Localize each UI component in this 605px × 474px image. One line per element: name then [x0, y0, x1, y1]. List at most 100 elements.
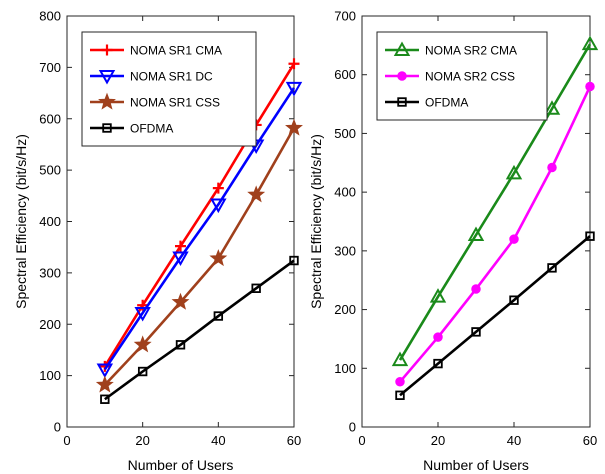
chart-panel-2: 0 100 200 300 400 500 600 700 0 20 40 60 Number of U…	[308, 9, 599, 473]
legend-entry-ofdma: OFDMA	[385, 96, 468, 110]
series-line	[104, 259, 295, 401]
legend-entry-noma-sr1-css: NOMA SR1 CSS	[90, 92, 220, 110]
legend-label: OFDMA	[130, 122, 173, 136]
data-point	[285, 118, 303, 136]
y-axis-label: Spectral Efficiency (bit/s/Hz)	[13, 134, 29, 309]
data-point	[547, 162, 557, 173]
data-point	[395, 390, 405, 400]
legend-label: NOMA SR2 CMA	[425, 44, 517, 58]
series-line	[398, 43, 592, 361]
data-point	[175, 240, 186, 252]
series-line	[103, 127, 296, 386]
x-tick-label: 40	[211, 433, 225, 448]
data-point	[251, 283, 261, 293]
legend-label: NOMA SR2 CSS	[425, 70, 515, 84]
x-tick-label: 60	[287, 433, 301, 448]
x-tick-label: 20	[135, 433, 149, 448]
data-point	[171, 292, 190, 310]
y-tick-label: 400	[39, 214, 61, 229]
data-point	[509, 295, 519, 305]
legend-swatch-marker	[102, 123, 112, 133]
series-line	[399, 235, 591, 397]
series-line	[103, 63, 296, 368]
data-point	[100, 394, 110, 404]
data-point	[133, 335, 152, 353]
data-point	[247, 185, 266, 203]
data-point	[289, 255, 299, 266]
data-point	[172, 251, 189, 266]
data-point	[209, 249, 228, 267]
legend-swatch-marker	[98, 70, 116, 85]
y-tick-label: 200	[334, 302, 356, 317]
y-tick-label: 500	[39, 163, 61, 178]
y-tick-label: 800	[39, 9, 61, 24]
series-ofdma	[100, 255, 299, 404]
data-point	[543, 100, 561, 115]
data-point	[99, 360, 111, 372]
legend-entry-noma-sr1-cma: NOMA SR1 CMA	[90, 44, 222, 58]
legend-entry-ofdma: OFDMA	[90, 122, 173, 136]
y-tick-label: 400	[334, 185, 356, 200]
legend-entry-noma-sr2-css: NOMA SR2 CSS	[385, 70, 515, 84]
data-point	[213, 311, 224, 321]
y-tick-label: 0	[54, 420, 61, 435]
data-point	[467, 226, 485, 242]
y-tick-label: 700	[334, 9, 356, 24]
series-noma-sr1-css	[95, 118, 303, 393]
y-tick-label: 600	[334, 67, 356, 82]
x-tick-label: 0	[63, 433, 70, 448]
data-point	[288, 58, 300, 70]
data-point	[433, 332, 443, 342]
y-tick-label: 500	[334, 126, 356, 141]
x-tick-label: 60	[583, 433, 597, 448]
data-point	[210, 198, 227, 214]
legend-label: NOMA SR1 CMA	[130, 44, 222, 58]
y-tick-label: 300	[334, 243, 356, 258]
data-point	[137, 366, 148, 377]
series-line	[399, 85, 592, 383]
legend-swatch-marker	[393, 41, 411, 56]
data-point	[471, 284, 481, 294]
x-tick-label: 20	[431, 433, 445, 448]
legend-swatch-marker	[101, 44, 113, 56]
series-noma-sr2-css	[395, 81, 595, 387]
legend: NOMA SR2 CMA NOMA SR2 CSS OFDMA	[376, 31, 548, 121]
legend-entry-noma-sr2-cma: NOMA SR2 CMA	[385, 41, 517, 58]
y-tick-label: 0	[349, 420, 356, 435]
data-point	[547, 263, 557, 273]
y-tick-label: 600	[39, 111, 61, 126]
data-point	[285, 81, 303, 97]
legend-label: NOMA SR1 DC	[130, 70, 213, 84]
legend-swatch-marker	[98, 92, 116, 110]
legend-label: NOMA SR1 CSS	[130, 96, 220, 110]
legend-entry-noma-sr1-dc: NOMA SR1 DC	[90, 70, 213, 85]
legend-label: OFDMA	[425, 96, 468, 110]
chart-panel-1: 0 100 200 300 400 500 600 700 800 0 20 40 60 Number o…	[13, 9, 303, 473]
data-point	[212, 182, 224, 194]
legend-swatch-marker	[397, 71, 407, 81]
data-point	[134, 306, 151, 322]
y-tick-label: 100	[334, 361, 356, 376]
series-ofdma	[395, 231, 595, 400]
data-point	[471, 327, 481, 337]
data-point	[391, 351, 409, 367]
data-point	[95, 375, 114, 393]
data-point	[585, 231, 595, 241]
data-point	[433, 358, 443, 369]
series-noma-sr1-dc	[96, 81, 303, 378]
legend-swatch-marker	[397, 97, 407, 107]
x-axis-label: Number of Users	[423, 457, 529, 473]
x-tick-label: 40	[507, 433, 521, 448]
data-point	[96, 363, 114, 378]
data-point	[509, 234, 519, 244]
series-line	[103, 87, 296, 371]
data-point	[585, 81, 595, 92]
y-tick-label: 200	[39, 317, 61, 332]
x-tick-label: 0	[358, 433, 365, 448]
legend: NOMA SR1 CMA NOMA SR1 DC NOMA SR1 CSS OFDMA	[81, 31, 257, 147]
y-tick-label: 100	[39, 368, 61, 383]
data-point	[395, 377, 405, 387]
data-point	[175, 340, 186, 350]
x-axis-label: Number of Users	[128, 457, 234, 473]
